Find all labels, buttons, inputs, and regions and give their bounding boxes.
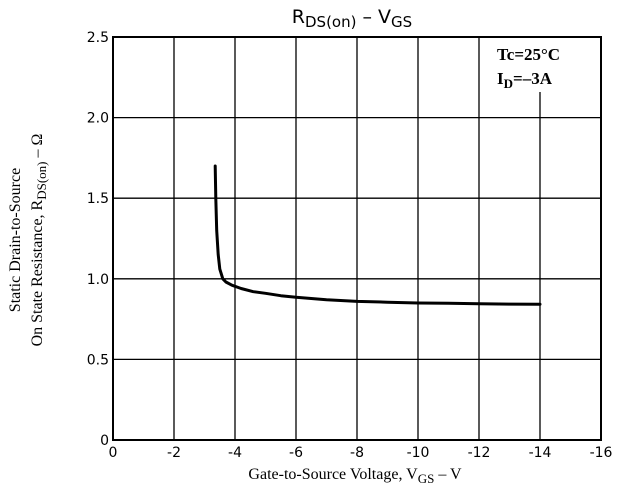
y-axis-label-line2: On State Resistance, RDS(on) – Ω [29, 133, 49, 346]
vertical-gridlines [113, 37, 601, 440]
y-tick-label: 2.5 [87, 30, 109, 46]
y-tick-label: 2.0 [87, 111, 109, 127]
y-tick-label: 0.5 [87, 352, 109, 368]
x-tick-label: -8 [350, 445, 364, 461]
x-tick-label: 0 [109, 445, 118, 461]
annotation-temperature: Tc=25°C [497, 45, 560, 64]
series-line [215, 166, 540, 304]
x-tick-label: -14 [529, 445, 552, 461]
x-tick-label: -10 [407, 445, 430, 461]
y-tick-label: 0 [100, 433, 109, 449]
x-tick-label: -2 [167, 445, 181, 461]
y-tick-labels: 0 0.5 1.0 1.5 2.0 2.5 [87, 30, 109, 449]
y-tick-label: 1.5 [87, 191, 109, 207]
x-axis-label: Gate-to-Source Voltage, VGS – V [248, 466, 462, 486]
x-tick-label: -12 [468, 445, 491, 461]
x-tick-label: -4 [228, 445, 242, 461]
y-tick-label: 1.0 [87, 272, 109, 288]
chart-title: RDS(on) – VGS [292, 6, 412, 31]
y-axis-label-line1: Static Drain-to-Source [7, 168, 24, 312]
x-tick-label: -6 [289, 445, 303, 461]
x-tick-labels: 0 -2 -4 -6 -8 -10 -12 -14 -16 [109, 445, 613, 461]
x-tick-label: -16 [590, 445, 613, 461]
